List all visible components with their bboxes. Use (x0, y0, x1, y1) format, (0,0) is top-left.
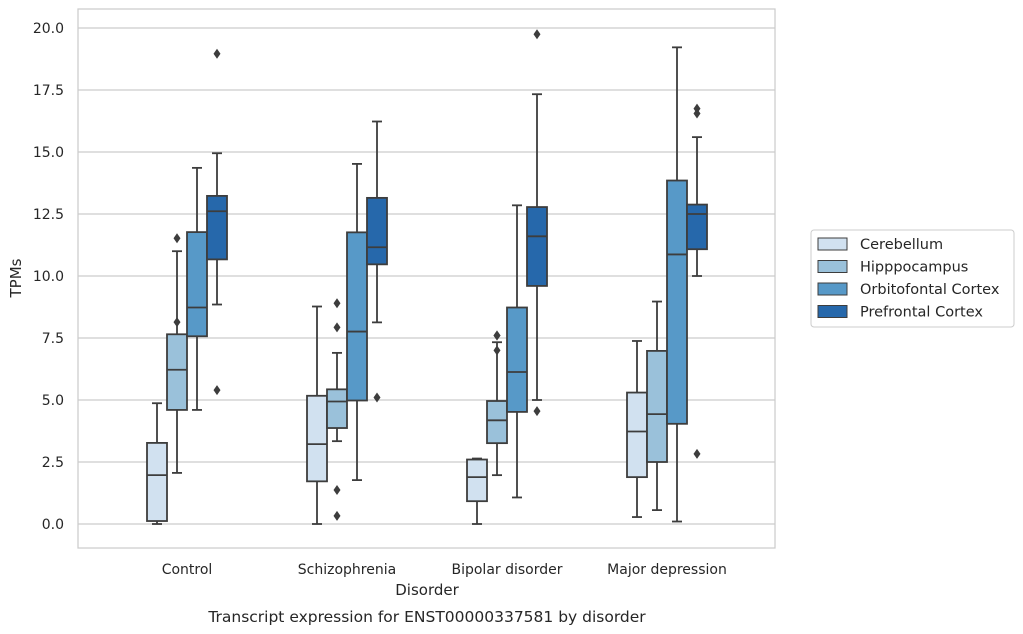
y-tick-label: 2.5 (42, 455, 64, 471)
outlier-point (493, 345, 501, 356)
y-tick-label: 7.5 (42, 331, 64, 347)
box-prefrontal-cortex (206, 48, 228, 396)
iqr-box (466, 458, 488, 503)
legend-box (810, 229, 1015, 328)
x-tick-label: Major depression (607, 562, 727, 578)
legend-swatch (817, 237, 848, 251)
iqr-box (306, 394, 328, 483)
legend-swatch (817, 305, 848, 318)
chart-caption: Transcript expression for ENST0000033758… (207, 608, 646, 626)
outlier-point (493, 330, 501, 341)
iqr-box (366, 196, 388, 266)
box-hipppocampus (166, 233, 188, 474)
iqr-box (146, 442, 168, 522)
y-axis-label: TPMs (7, 258, 25, 298)
legend-label: Cerebellum (860, 237, 943, 253)
outlier-point (213, 48, 221, 59)
y-tick-label: 0.0 (42, 517, 64, 533)
iqr-box (526, 206, 548, 287)
box-cerebellum (146, 402, 168, 525)
box-cerebellum (306, 305, 328, 525)
y-tick-label: 10.0 (33, 269, 64, 285)
x-tick-label: Schizophrenia (298, 562, 396, 578)
iqr-box (166, 333, 188, 411)
legend: Cerebellum Hipppocampus Orbitofontal Corte… (810, 229, 1015, 328)
outlier-point (333, 485, 341, 496)
iqr-box (626, 391, 648, 479)
box-cerebellum (626, 340, 648, 518)
legend-label: Orbitofontal Cortex (860, 282, 1000, 298)
box-prefrontal-cortex (686, 103, 708, 459)
box-hipppocampus (486, 330, 508, 477)
legend-swatch (817, 282, 848, 296)
outlier-point (533, 406, 541, 417)
legend-label: Prefrontal Cortex (860, 305, 983, 321)
y-tick-label: 12.5 (33, 207, 64, 223)
iqr-box (686, 203, 708, 251)
box-orbitofontal-cortex (186, 166, 208, 411)
box-hipppocampus (326, 298, 348, 521)
y-tick-labels: 0.0 2.5 5.0 7.5 10.0 12.5 15.0 17.5 20.0 (33, 21, 64, 533)
x-tick-label: Bipolar disorder (451, 562, 562, 578)
x-tick-labels: Control Schizophrenia Bipolar disorder Majo… (162, 562, 727, 578)
iqr-box (206, 194, 228, 261)
legend-swatch (817, 260, 848, 273)
box-prefrontal-cortex (526, 29, 548, 417)
box-orbitofontal-cortex (506, 204, 528, 499)
legend-label: Hipppocampus (860, 260, 968, 276)
outlier-point (533, 29, 541, 40)
outlier-point (693, 103, 701, 114)
iqr-box (506, 306, 528, 413)
outlier-point (333, 298, 341, 309)
box-hipppocampus (646, 300, 668, 512)
outlier-point (333, 510, 341, 521)
x-tick-label: Control (162, 562, 213, 578)
outlier-point (173, 317, 181, 328)
iqr-box (666, 179, 688, 425)
boxes (146, 29, 708, 525)
iqr-box (486, 400, 508, 445)
y-tick-label: 17.5 (33, 83, 64, 99)
y-tick-label: 15.0 (33, 145, 64, 161)
box-cerebellum (466, 457, 488, 525)
outlier-point (213, 385, 221, 396)
iqr-box (186, 231, 208, 338)
iqr-box (646, 349, 668, 463)
iqr-box (326, 388, 348, 429)
box-orbitofontal-cortex (346, 163, 368, 482)
outlier-point (693, 448, 701, 459)
y-tick-label: 20.0 (33, 21, 64, 37)
y-tick-label: 5.0 (42, 393, 64, 409)
iqr-box (346, 231, 368, 402)
x-axis-label: Disorder (395, 581, 459, 599)
outlier-point (373, 392, 381, 403)
box-prefrontal-cortex (366, 120, 388, 403)
outlier-point (173, 233, 181, 244)
plot-frame (77, 8, 776, 549)
box-orbitofontal-cortex (666, 46, 688, 523)
outlier-point (333, 322, 341, 333)
